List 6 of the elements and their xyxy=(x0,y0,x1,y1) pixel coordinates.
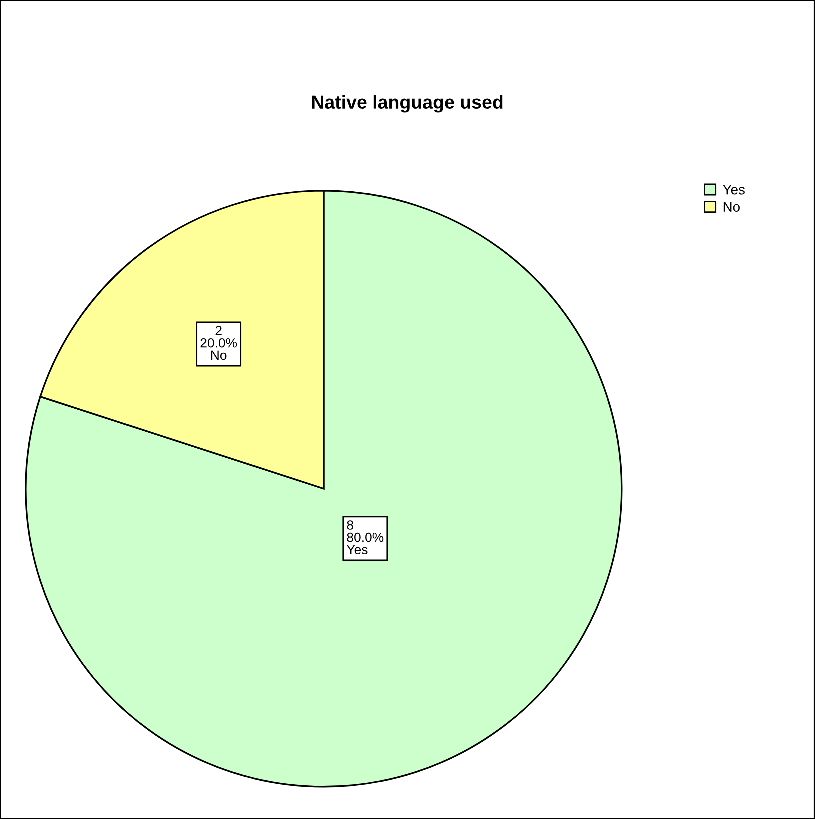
data-label: 8 80.0% Yes xyxy=(346,520,384,555)
legend-label: No xyxy=(724,202,740,212)
chart-title: Native language used xyxy=(312,95,503,113)
pie-slice xyxy=(25,190,623,788)
legend-label: Yes xyxy=(723,185,745,195)
data-label: 2 20.0% No xyxy=(200,326,238,360)
